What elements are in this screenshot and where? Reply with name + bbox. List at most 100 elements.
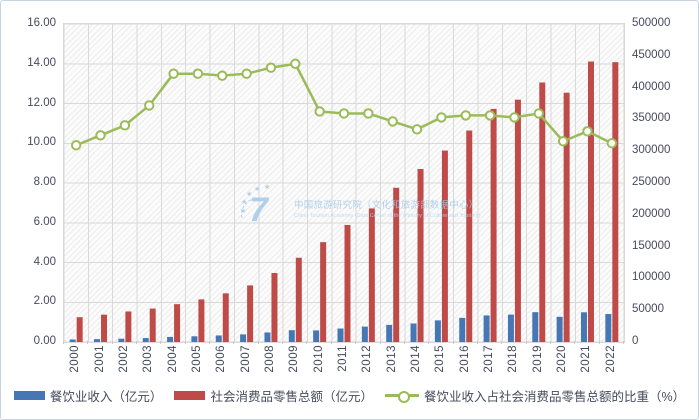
ratio-point-2000[interactable] <box>70 140 82 151</box>
bar-catering-2013[interactable] <box>386 324 393 342</box>
x-tick-label-2022: 2022 <box>604 345 617 373</box>
ratio-point-2001[interactable] <box>95 130 106 141</box>
bar-catering-2003[interactable] <box>142 338 149 342</box>
bar-catering-2010[interactable] <box>313 330 320 342</box>
ratio-point-2012[interactable] <box>363 108 374 119</box>
bar-catering-2009[interactable] <box>288 330 295 342</box>
bar-catering-2006[interactable] <box>215 335 222 342</box>
ratio-line <box>75 62 613 147</box>
ratio-point-2013[interactable] <box>387 116 398 127</box>
bar-catering-2019[interactable] <box>532 312 539 342</box>
legend-item-ratio[interactable]: 餐饮业收入占社会消费品零售总额的比重（%） <box>384 386 685 405</box>
x-axis-tick <box>306 341 308 344</box>
ratio-point-2011[interactable] <box>338 108 350 119</box>
x-tick-label-2009: 2009 <box>288 345 301 373</box>
bar-retail-2021[interactable] <box>587 61 594 343</box>
x-axis-tick <box>379 341 381 344</box>
y-right-tick-label: 400000 <box>632 80 671 93</box>
ratio-point-2019[interactable] <box>533 108 544 119</box>
bar-catering-2020[interactable] <box>556 316 563 342</box>
ratio-point-2003[interactable] <box>144 100 155 111</box>
y-left-tick-label: 6.00 <box>33 215 56 228</box>
y-right-tick-label: 150000 <box>632 239 671 252</box>
x-axis-tick <box>501 341 503 344</box>
bar-retail-2003[interactable] <box>149 308 156 342</box>
x-tick-label-2019: 2019 <box>531 345 544 373</box>
bar-retail-2022[interactable] <box>612 62 619 342</box>
bar-retail-2012[interactable] <box>368 208 375 342</box>
bar-retail-2004[interactable] <box>174 304 181 342</box>
bar-retail-2014[interactable] <box>417 169 424 342</box>
ratio-point-2006[interactable] <box>217 70 228 81</box>
bar-catering-2001[interactable] <box>94 339 101 342</box>
x-axis-tick <box>111 341 113 344</box>
x-tick-label-2001: 2001 <box>93 345 106 373</box>
y-right-tick-label: 250000 <box>632 175 671 188</box>
bar-catering-2004[interactable] <box>167 336 174 342</box>
ratio-point-2016[interactable] <box>460 110 471 121</box>
bar-catering-2007[interactable] <box>240 334 247 342</box>
ratio-point-2002[interactable] <box>119 120 131 131</box>
y-right-tick-label: 300000 <box>632 144 671 157</box>
bar-retail-2001[interactable] <box>101 314 108 342</box>
bar-retail-2006[interactable] <box>222 293 229 342</box>
ratio-point-2015[interactable] <box>436 112 447 123</box>
x-tick-label-2008: 2008 <box>263 345 276 373</box>
bar-retail-2017[interactable] <box>490 108 497 342</box>
bar-retail-2013[interactable] <box>393 187 400 342</box>
bar-retail-2007[interactable] <box>247 285 254 342</box>
bar-catering-2018[interactable] <box>507 314 514 342</box>
ratio-point-2018[interactable] <box>509 112 520 123</box>
ratio-point-2007[interactable] <box>241 68 252 79</box>
bar-catering-2016[interactable] <box>459 317 466 342</box>
bar-catering-2008[interactable] <box>264 332 271 342</box>
x-axis-tick <box>257 341 259 344</box>
bar-retail-2010[interactable] <box>320 242 327 342</box>
x-axis-tick <box>330 341 332 344</box>
y-axis-right: 500000 450000 400000 350000 300000 250000 2000… <box>632 15 692 349</box>
legend-item-catering[interactable]: 餐饮业收入（亿元） <box>13 386 162 405</box>
x-axis-tick <box>574 341 576 344</box>
bar-retail-2018[interactable] <box>514 99 521 343</box>
ratio-point-2004[interactable] <box>168 68 179 79</box>
bar-catering-2014[interactable] <box>410 323 417 342</box>
legend-item-retail[interactable]: 社会消费品零售总额（亿元） <box>174 386 373 405</box>
bar-retail-2008[interactable] <box>271 272 278 342</box>
bar-catering-2000[interactable] <box>69 339 76 342</box>
x-tick-label-2020: 2020 <box>556 345 569 373</box>
x-tick-label-2021: 2021 <box>580 345 593 373</box>
bar-catering-2012[interactable] <box>361 326 368 342</box>
ratio-point-2014[interactable] <box>411 124 423 135</box>
ratio-point-2009[interactable] <box>290 58 301 69</box>
ratio-point-2021[interactable] <box>582 126 593 137</box>
x-tick-label-2017: 2017 <box>483 345 496 373</box>
bar-retail-2011[interactable] <box>344 224 351 342</box>
bar-retail-2016[interactable] <box>466 130 473 342</box>
ratio-point-2017[interactable] <box>484 110 496 121</box>
ratio-point-2005[interactable] <box>192 68 204 79</box>
bar-catering-2022[interactable] <box>605 314 612 342</box>
ratio-point-2008[interactable] <box>265 62 277 73</box>
bar-retail-2005[interactable] <box>198 299 205 342</box>
ratio-point-2022[interactable] <box>606 138 618 149</box>
bar-retail-2009[interactable] <box>295 257 302 342</box>
x-axis-tick <box>452 341 454 344</box>
bar-catering-2011[interactable] <box>337 328 344 342</box>
ratio-point-2020[interactable] <box>557 136 569 147</box>
bar-retail-2020[interactable] <box>563 92 570 342</box>
y-right-tick-label: 200000 <box>632 207 671 220</box>
ratio-point-2010[interactable] <box>314 106 325 117</box>
bar-retail-2000[interactable] <box>76 317 83 342</box>
bar-catering-2017[interactable] <box>483 315 490 342</box>
bar-catering-2005[interactable] <box>191 336 198 342</box>
bar-catering-2002[interactable] <box>118 338 125 342</box>
bar-retail-2015[interactable] <box>441 150 448 342</box>
legend-line-marker-icon <box>384 390 419 403</box>
bar-catering-2021[interactable] <box>580 312 587 342</box>
bar-catering-2015[interactable] <box>434 320 441 342</box>
x-axis-tick <box>233 341 235 344</box>
legend-label-retail: 社会消费品零售总额（亿元） <box>210 389 373 404</box>
bar-retail-2019[interactable] <box>539 82 546 342</box>
bar-retail-2002[interactable] <box>125 311 132 342</box>
x-tick-label-2015: 2015 <box>434 345 447 373</box>
